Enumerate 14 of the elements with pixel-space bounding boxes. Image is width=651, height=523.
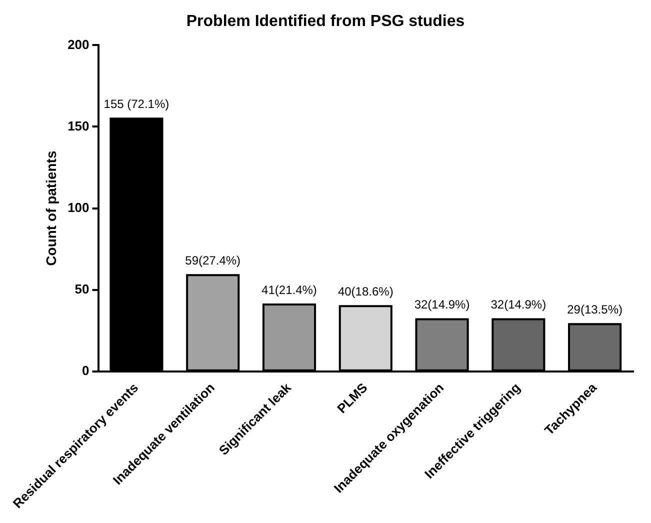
y-tick-label: 100: [68, 200, 90, 215]
data-label: 41(21.4%): [262, 282, 317, 297]
data-label: 32(14.9%): [490, 298, 546, 312]
data-label: 59(27.4%): [185, 253, 241, 268]
data-label: 40(18.6%): [338, 284, 394, 298]
y-tick-label: 150: [68, 118, 90, 134]
y-tick-label: 0: [82, 362, 90, 378]
chart-title: Problem Identified from PSG studies: [186, 13, 465, 30]
y-tick-label: 50: [74, 281, 90, 296]
data-label: 155 (72.1%): [104, 96, 170, 111]
data-label: 29(13.5%): [567, 302, 622, 316]
y-axis-title: Count of patients: [43, 150, 60, 266]
y-tick-label: 200: [68, 36, 90, 52]
data-label: 32(14.9%): [414, 298, 470, 312]
